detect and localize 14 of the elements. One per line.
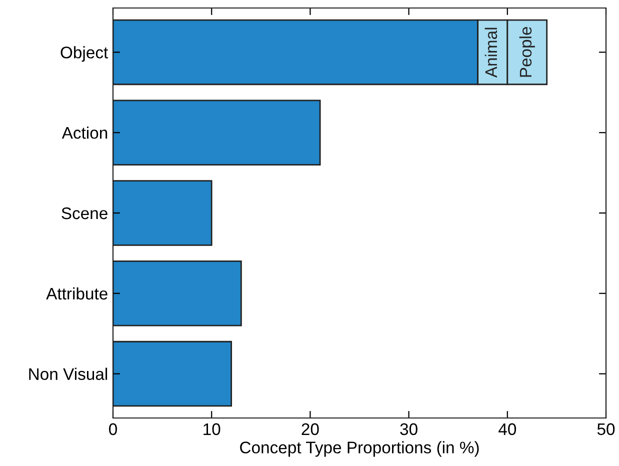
y-tick-label: Action [62,126,108,139]
series-label: People [519,27,535,77]
x-axis-title: Concept Type Proportions (in %) [240,441,479,457]
x-tick-label: 0 [109,423,117,436]
y-tick-label: Attribute [46,287,108,300]
y-tick-label: Object [60,46,108,62]
x-tick-label: 20 [302,423,319,436]
x-tick-label: 10 [204,423,220,436]
x-tick-label: 50 [597,423,615,436]
y-tick-label: Non Visual [29,368,108,380]
y-tick-label: Scene [62,207,108,220]
x-tick-label: 40 [498,423,516,436]
series-label: Animal [484,28,498,78]
x-tick-label: 30 [400,423,418,436]
